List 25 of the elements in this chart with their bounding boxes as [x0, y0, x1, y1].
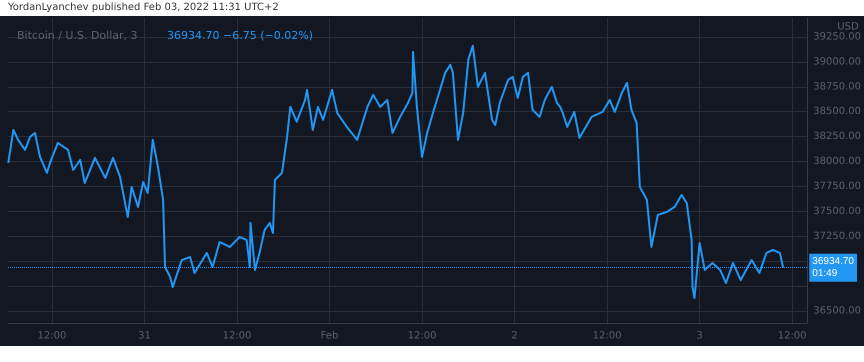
x-tick-label: 12:00: [778, 330, 807, 342]
y-tick-label: 38750.00: [813, 81, 862, 92]
y-tick-label: 38250.00: [813, 131, 862, 142]
text: YordanLyanchev published Feb 03, 2022 11:31 UTC+2: [7, 1, 280, 15]
y-tick-label: 38000.00: [813, 156, 862, 168]
y-tick-label: 39250.00: [813, 31, 862, 42]
x-tick-label: 12:00: [222, 330, 252, 342]
y-tick-label: 37500.00: [813, 206, 862, 217]
x-tick-label: 2: [511, 330, 518, 342]
y-tick-label: 38500.00: [813, 106, 862, 118]
ref-line-label: 36934.70: [812, 256, 854, 268]
y-tick-label: 39000.00: [813, 56, 862, 68]
text: 36934.70 −6.75 (−0.02%): [167, 29, 313, 42]
text: Bitcoin / U.S. Dollar, 3: [17, 29, 138, 42]
y-tick-label: 37750.00: [813, 180, 862, 192]
x-tick-label: 12:00: [408, 330, 436, 342]
text: 01:49: [812, 268, 838, 280]
x-tick-label: 3: [696, 330, 703, 342]
x-tick-label: 12:00: [38, 330, 66, 342]
x-tick-label: Feb: [320, 330, 338, 342]
x-tick-label: 12:00: [592, 330, 622, 342]
y-tick-label: 37250.00: [813, 230, 862, 242]
x-tick-label: 31: [138, 330, 151, 342]
y-tick-label: 36500.00: [813, 306, 862, 317]
y-axis-title: USD: [837, 22, 859, 32]
